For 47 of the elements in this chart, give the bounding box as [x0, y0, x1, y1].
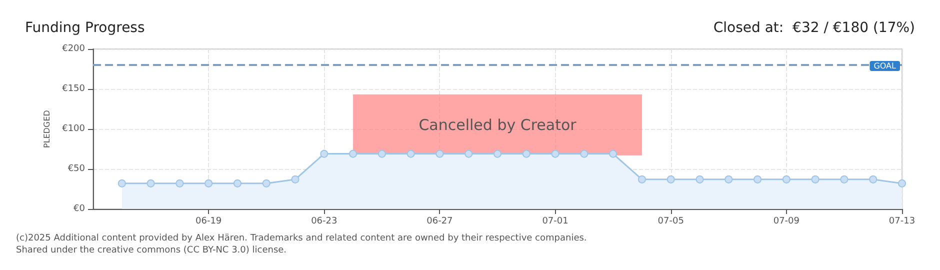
point [724, 175, 733, 184]
point [609, 150, 618, 158]
point [146, 179, 155, 188]
point [349, 150, 358, 158]
y-tick-label: €0 [74, 204, 86, 214]
y-tick-label: €50 [68, 164, 86, 174]
point [840, 175, 848, 184]
point [118, 179, 126, 188]
point [406, 150, 415, 158]
point [638, 175, 646, 184]
x-tick-label: 06-27 [426, 216, 453, 226]
x-tick-label: 07-13 [888, 216, 916, 226]
x-tick-label: 07-01 [542, 216, 568, 226]
point [666, 175, 675, 184]
point [869, 175, 878, 184]
point [754, 175, 762, 184]
point [378, 150, 386, 158]
y-tick-label: €150 [62, 84, 86, 94]
point [436, 150, 444, 158]
x-tick-label: 07-09 [773, 216, 800, 226]
y-axis-title: PLEDGED [42, 110, 52, 148]
point [204, 179, 213, 188]
point [522, 150, 530, 158]
text: (c)2025 Additional content provided by Alex Hären. Trademarks and related content are owned by their respective companies. [16, 234, 587, 244]
x-tick-label: 07-05 [658, 216, 684, 226]
y-tick-label: €200 [62, 44, 86, 54]
chart-title: Funding Progress [25, 20, 145, 36]
point [464, 150, 473, 158]
ref-line-label: GOAL [874, 62, 897, 70]
point [580, 150, 588, 158]
point [696, 175, 704, 184]
chart-subtitle: Closed at: €32 / €180 (17%) [713, 20, 916, 36]
point [782, 175, 790, 184]
point [494, 150, 502, 158]
point [898, 179, 906, 188]
point [233, 179, 242, 188]
point [176, 179, 184, 188]
y-tick-label: €100 [62, 124, 86, 134]
band-label: Cancelled by Creator [418, 116, 578, 134]
point [320, 150, 328, 158]
point [551, 150, 560, 158]
point [811, 175, 820, 184]
x-tick-label: 06-23 [311, 216, 338, 226]
point [262, 179, 270, 188]
point [291, 175, 300, 184]
x-tick-label: 06-19 [195, 216, 222, 226]
text: Shared under the creative commons (CC BY-NC 3.0) license. [16, 246, 287, 256]
